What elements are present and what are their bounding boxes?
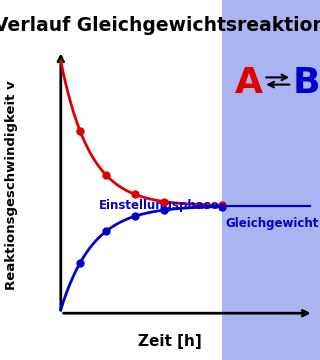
Text: Reaktionsgeschwindigkeit v: Reaktionsgeschwindigkeit v [5, 81, 18, 290]
Text: Gleichgewicht: Gleichgewicht [225, 217, 318, 230]
Text: Einstellungsphase: Einstellungsphase [99, 199, 220, 212]
Text: B: B [292, 66, 320, 100]
Text: A: A [235, 66, 263, 100]
Text: Zeit [h]: Zeit [h] [138, 334, 202, 349]
Bar [222, 0, 320, 360]
Text: Verlauf Gleichgewichtsreaktion: Verlauf Gleichgewichtsreaktion [0, 16, 320, 35]
